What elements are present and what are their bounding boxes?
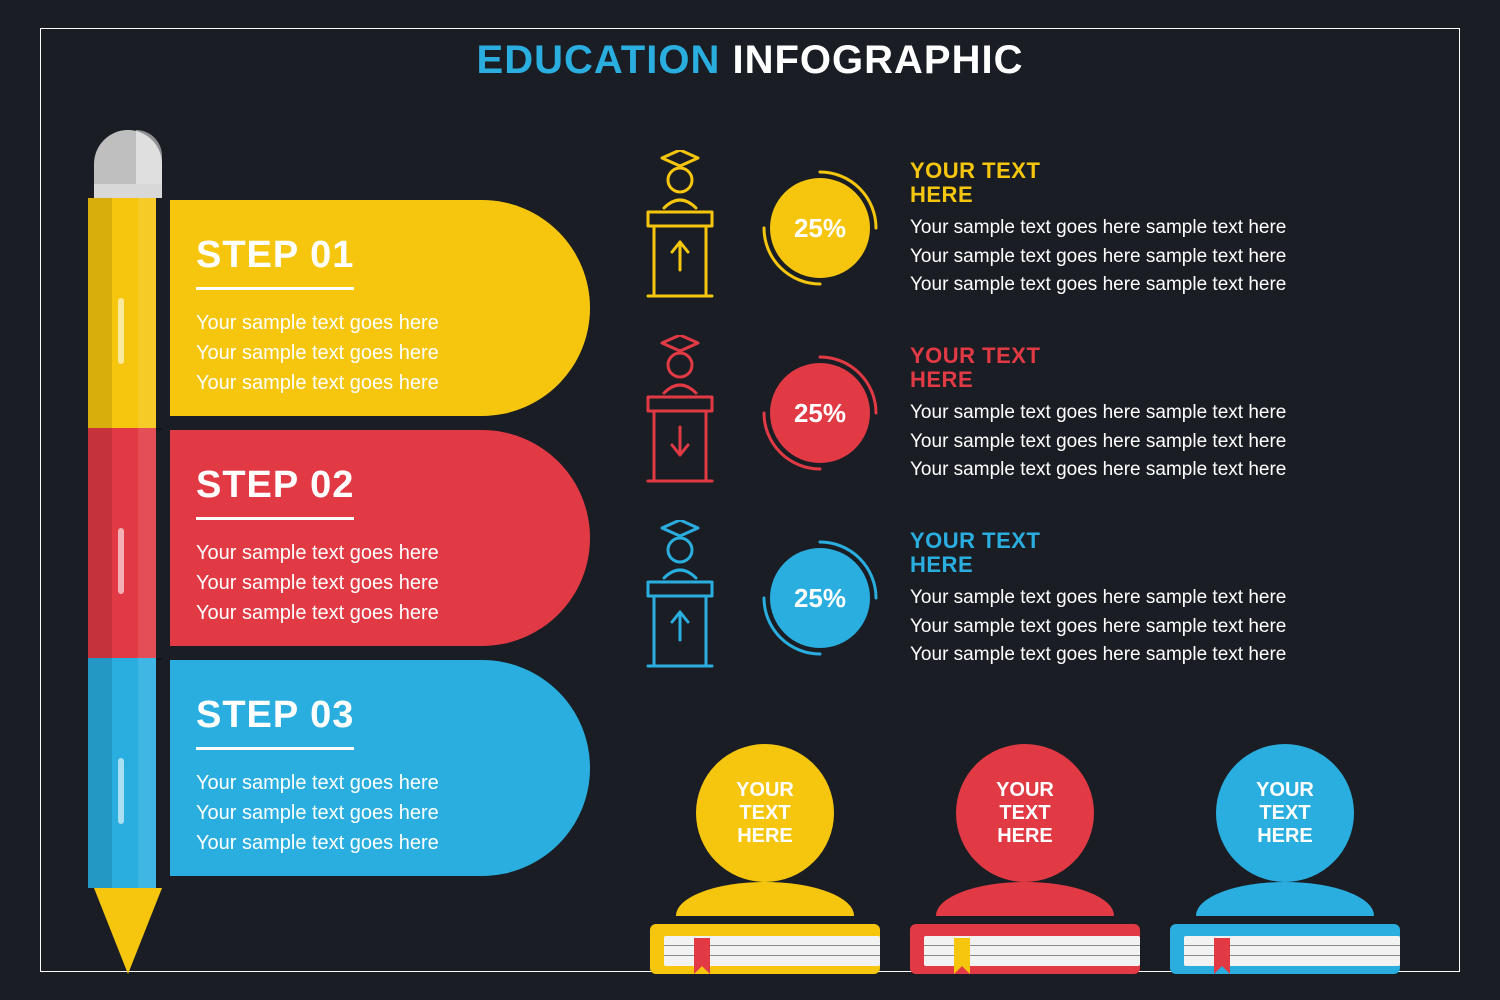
stat-lines-1: Your sample text goes here sample text h…	[910, 214, 1420, 300]
step-3-body: Your sample text goes here Your sample t…	[196, 768, 550, 858]
stat-row-2: 25% YOUR TEXT HERE Your sample text goes…	[630, 335, 1420, 505]
stat-heading-2: YOUR TEXT	[910, 343, 1420, 369]
book-circle-3: YOUR TEXT HERE	[1216, 744, 1354, 882]
stat-row-1: 25% YOUR TEXT HERE Your sample text goes…	[630, 150, 1420, 320]
podium-icon-2	[630, 335, 730, 485]
stat-lines-2: Your sample text goes here sample text h…	[910, 399, 1420, 485]
stat-heading-3: YOUR TEXT	[910, 528, 1420, 554]
step-1: STEP 01 Your sample text goes here Your …	[170, 200, 590, 416]
pencil-ferrule	[94, 184, 162, 198]
main-title: EDUCATION INFOGRAPHIC	[0, 38, 1500, 83]
stat-row-3: 25% YOUR TEXT HERE Your sample text goes…	[630, 520, 1420, 690]
book-circle-1: YOUR TEXT HERE	[696, 744, 834, 882]
stat-circle-3: 25%	[770, 548, 870, 648]
book-2: YOUR TEXT HERE	[910, 744, 1140, 974]
stat-text-1: YOUR TEXT HERE Your sample text goes her…	[910, 158, 1420, 300]
podium-icon-1	[630, 150, 730, 300]
stat-text-2: YOUR TEXT HERE Your sample text goes her…	[910, 343, 1420, 485]
book-base-1	[650, 908, 880, 974]
stat-subheading-2: HERE	[910, 367, 1420, 393]
book-1: YOUR TEXT HERE	[650, 744, 880, 974]
step-2: STEP 02 Your sample text goes here Your …	[170, 430, 590, 646]
step-1-title: STEP 01	[196, 234, 354, 290]
pencil-seg-2	[88, 428, 156, 658]
stat-circle-1: 25%	[770, 178, 870, 278]
book-3: YOUR TEXT HERE	[1170, 744, 1400, 974]
title-plain: INFOGRAPHIC	[720, 38, 1023, 82]
step-1-body: Your sample text goes here Your sample t…	[196, 308, 550, 398]
stat-text-3: YOUR TEXT HERE Your sample text goes her…	[910, 528, 1420, 670]
title-accent: EDUCATION	[477, 38, 721, 82]
podium-icon-3	[630, 520, 730, 670]
stat-circle-2: 25%	[770, 363, 870, 463]
pencil-seg-1	[88, 198, 156, 428]
book-base-2	[910, 908, 1140, 974]
book-base-3	[1170, 908, 1400, 974]
step-3: STEP 03 Your sample text goes here Your …	[170, 660, 590, 876]
pencil-graphic	[88, 130, 168, 950]
pencil-eraser	[94, 130, 162, 184]
stat-heading-1: YOUR TEXT	[910, 158, 1420, 184]
pencil-seg-3	[88, 658, 156, 888]
step-2-body: Your sample text goes here Your sample t…	[196, 538, 550, 628]
stat-subheading-1: HERE	[910, 182, 1420, 208]
stat-subheading-3: HERE	[910, 552, 1420, 578]
book-circle-2: YOUR TEXT HERE	[956, 744, 1094, 882]
step-2-title: STEP 02	[196, 464, 354, 520]
step-3-title: STEP 03	[196, 694, 354, 750]
stat-lines-3: Your sample text goes here sample text h…	[910, 584, 1420, 670]
